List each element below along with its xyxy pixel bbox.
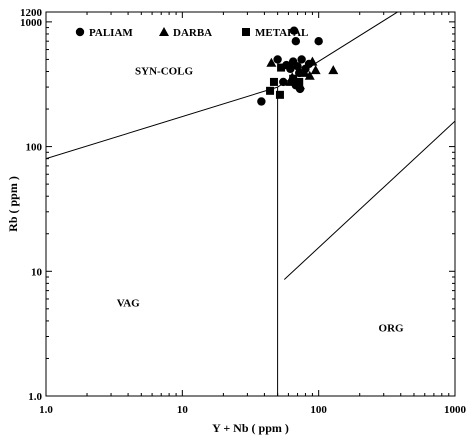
y-tick-label: 1200 [20, 7, 43, 19]
x-tick-label: 100 [310, 404, 327, 416]
legend-label: PALIAM [89, 27, 133, 39]
data-point-triangle [299, 67, 310, 77]
boundary-lines [46, 12, 455, 396]
data-point-circle [291, 36, 301, 46]
region-labels: SYN-COLG VAG ORG [117, 65, 404, 334]
x-axis-label: Y + Nb ( ppm ) [212, 421, 289, 435]
y-axis-label: Rb ( ppm ) [6, 176, 20, 232]
y-tick-label: 1.0 [28, 391, 42, 403]
data-point-square [289, 74, 298, 83]
data-point-square [295, 77, 304, 86]
y-tick-label: 10 [31, 266, 43, 278]
data-point-triangle [266, 57, 277, 67]
data-point-circle [289, 26, 299, 35]
legend-marker-triangle [159, 27, 169, 36]
y-tick-label: 100 [26, 142, 43, 154]
data-point-triangle [310, 65, 321, 75]
legend-label: METAPAL [255, 27, 308, 39]
data-point-circle [297, 55, 306, 64]
legend-marker-circle [75, 27, 85, 37]
region-label: VAG [117, 298, 140, 310]
data-point-triangle [328, 65, 339, 75]
region-label: SYN-COLG [135, 65, 194, 77]
x-tick-label: 1.0 [39, 404, 53, 416]
data-point-square [269, 77, 278, 86]
data-point-triangle [304, 70, 315, 80]
data-point-circle [279, 77, 288, 87]
legend: PALIAM DARBA METAPAL [75, 27, 308, 39]
data-point-triangle [307, 56, 318, 66]
x-tick-label: 1000 [444, 404, 467, 416]
data-point-circle [286, 64, 295, 74]
data-point-circle [314, 36, 323, 46]
data-points [257, 26, 339, 106]
plot-frame [45, 11, 456, 397]
legend-label: DARBA [173, 27, 212, 39]
series-metapal [266, 63, 304, 99]
data-point-circle [257, 97, 266, 106]
boundary-wpg-org [283, 120, 455, 280]
x-tick-label: 10 [177, 404, 189, 416]
data-point-square [277, 63, 286, 72]
data-point-square [266, 86, 275, 95]
boundary-syn-colg-vag [46, 86, 278, 160]
region-label: ORG [379, 322, 405, 334]
y-tick-label: 1000 [20, 17, 43, 29]
data-point-circle [273, 55, 282, 64]
data-point-square [275, 90, 284, 99]
legend-marker-square [242, 28, 250, 36]
data-point-circle [293, 62, 302, 71]
